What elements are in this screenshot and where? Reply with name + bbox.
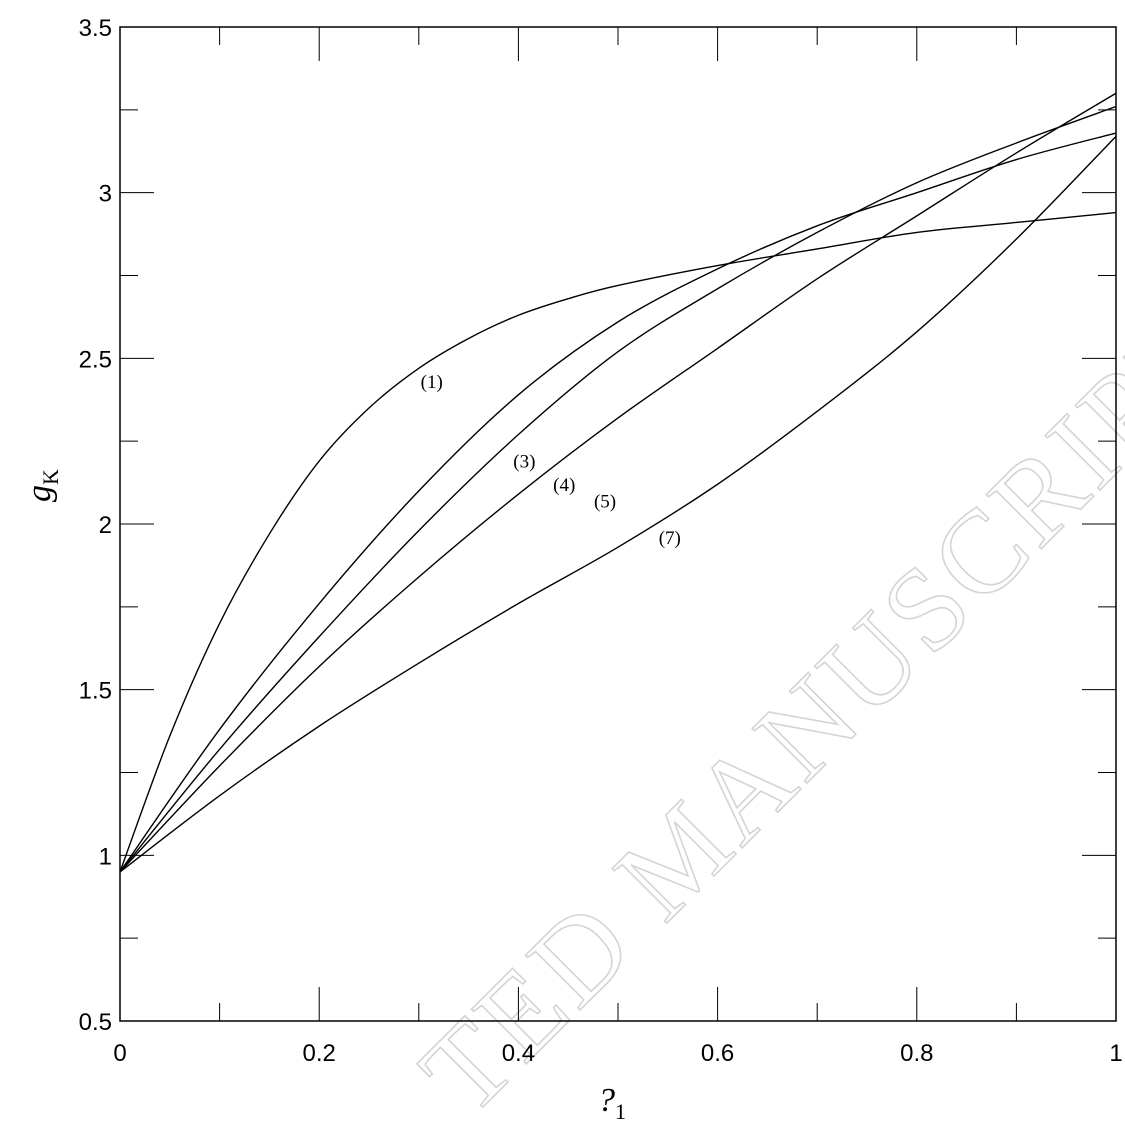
series-line-3 [119, 132, 1117, 873]
y-tick-label: 3 [99, 181, 112, 208]
watermark-text: TED MANUSCRIPT [396, 285, 1125, 1126]
x-tick-label: 0.6 [701, 1040, 734, 1067]
plot-frame [119, 26, 1117, 1022]
x-tick-label: 0.8 [900, 1040, 933, 1067]
x-tick-label: 0.4 [502, 1040, 535, 1067]
y-tick-label: 1.5 [79, 678, 112, 705]
tick-labels: 0 0.2 0.4 0.6 0.8 1 0.5 1 1.5 2 2.5 3 3.5 [79, 15, 1123, 1067]
y-tick-label: 0.5 [79, 1009, 112, 1036]
series-line-5 [119, 92, 1117, 873]
y-tick-label: 1 [99, 843, 112, 870]
y-axis-title: gK [21, 469, 63, 502]
curve-label: (1) [421, 372, 443, 393]
curve-label: (7) [659, 528, 681, 549]
curve-label: (5) [594, 491, 616, 512]
curve-label: (3) [513, 452, 535, 473]
y-tick-label: 2.5 [79, 346, 112, 373]
x-tick-label: 0.2 [303, 1040, 336, 1067]
curve-label: (4) [553, 475, 575, 496]
y-tick-label: 2 [99, 512, 112, 539]
curve-labels: (1) (3) (4) (5) (7) [421, 372, 681, 549]
x-axis-title: ?1 [598, 1082, 626, 1124]
x-tick-label: 0 [113, 1040, 126, 1067]
series-line-7 [119, 135, 1117, 873]
series-line-4 [119, 105, 1117, 873]
series-line-1 [119, 211, 1117, 873]
plot-curves [119, 92, 1117, 873]
watermark: TED MANUSCRIPT [395, 284, 1125, 1126]
y-tick-label: 3.5 [79, 15, 112, 42]
x-tick-label: 1 [1109, 1040, 1122, 1067]
